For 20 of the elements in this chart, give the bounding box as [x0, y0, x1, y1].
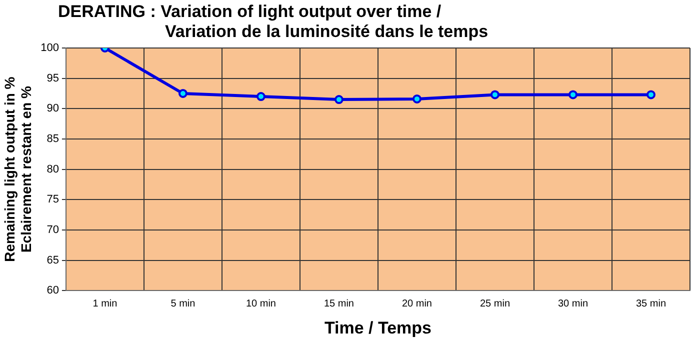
x-tick-label: 10 min	[246, 298, 276, 310]
y-tick-label: 90	[46, 102, 59, 115]
y-tick-label: 80	[46, 163, 59, 176]
x-tick-label: 30 min	[558, 298, 588, 310]
x-tick-label: 25 min	[480, 298, 510, 310]
x-tick-label: 20 min	[402, 298, 432, 310]
x-tick-label: 35 min	[636, 298, 666, 310]
y-tick-label: 60	[46, 284, 59, 297]
y-tick-label: 95	[46, 72, 59, 84]
y-tick-label: 75	[46, 194, 59, 206]
x-axis-title: Time / Temps	[324, 318, 432, 338]
y-axis-title: Remaining light output in % Eclairement restant en %	[1, 76, 34, 262]
x-tick-label: 15 min	[324, 298, 354, 310]
y-tick-label: 100	[40, 42, 59, 54]
x-tick-label: 1 min	[92, 298, 118, 310]
x-tick-label: 5 min	[170, 298, 196, 310]
y-tick-label: 65	[46, 254, 59, 266]
chart-title: DERATING : Variation of light output over time / Variation de la luminosité dans le temps	[58, 2, 488, 42]
y-tick-label: 85	[46, 133, 59, 146]
y-tick-label: 70	[46, 224, 59, 236]
